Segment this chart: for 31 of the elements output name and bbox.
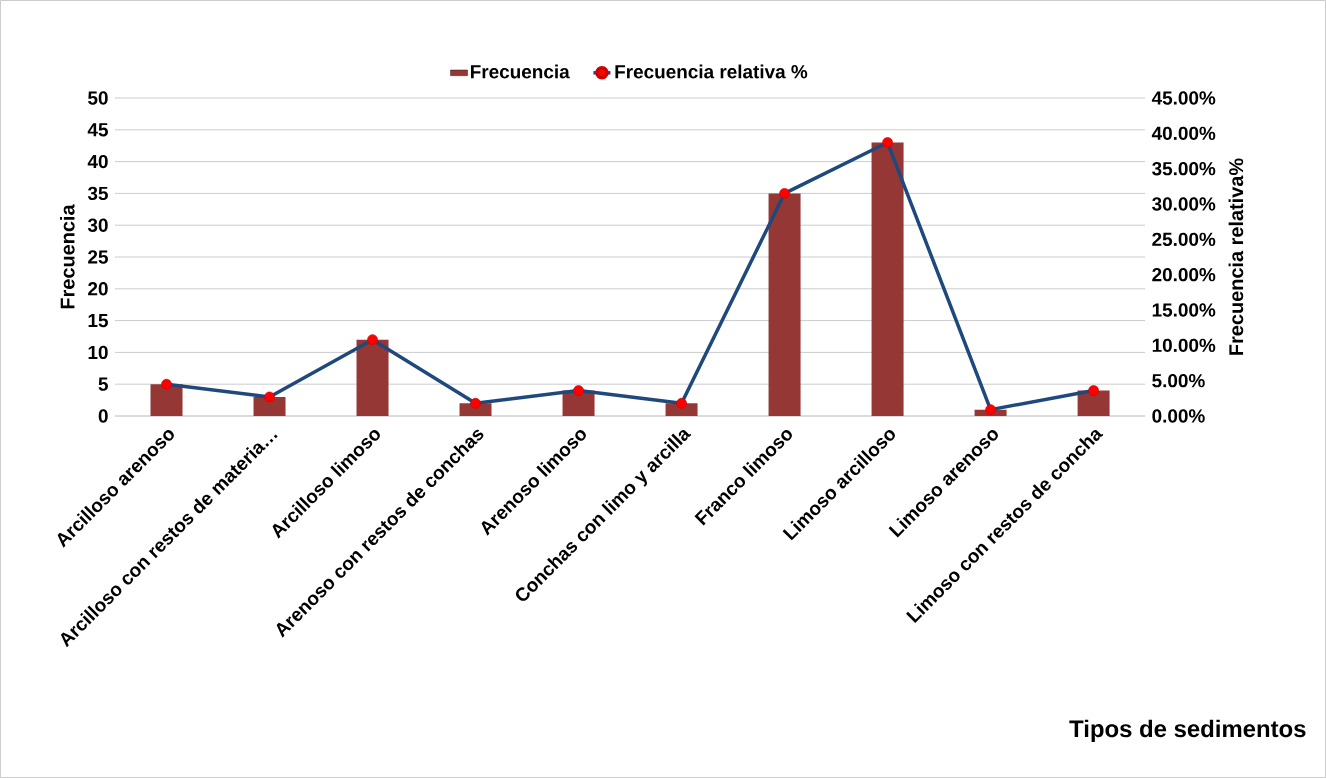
bar (768, 193, 801, 416)
y-tick-label: 25 (88, 250, 108, 264)
y-tick-label: 15 (88, 314, 108, 328)
y2-axis-title: Frecuencia relativa% (1228, 158, 1244, 355)
y2-tick-label: 5.00% (1152, 373, 1205, 388)
bar (253, 396, 286, 416)
y2-tick-label: 25.00% (1152, 232, 1216, 247)
y-tick-label: 35 (87, 186, 108, 201)
x-axis-title: Tipos de sedimentos (1069, 719, 1306, 742)
y-tick-label: 10 (88, 345, 108, 360)
y2-tick-label: 45.00% (1151, 91, 1216, 105)
y2-tick-label: 10.00% (1152, 338, 1216, 353)
legend-label: Frecuencia (470, 64, 570, 79)
y2-tick-label: 20.00% (1152, 267, 1216, 282)
y-tick-label: 5 (98, 377, 108, 391)
y2-tick-label: 35.00% (1152, 161, 1216, 176)
y-axis-title: Frecuencia (59, 204, 75, 309)
bar (356, 339, 389, 416)
bar (871, 142, 904, 416)
y-tick-label: 40 (87, 154, 108, 169)
y-tick-label: 50 (88, 91, 108, 105)
y2-tick-label: 0.00% (1152, 409, 1205, 423)
y2-tick-label: 40.00% (1151, 126, 1216, 141)
legend-label: Frecuencia relativa % (615, 64, 808, 79)
bar (150, 384, 183, 416)
y-tick-label: 45 (87, 123, 108, 137)
y2-tick-label: 30.00% (1152, 197, 1216, 211)
y-tick-label: 0 (98, 409, 108, 423)
y-tick-label: 30 (87, 218, 108, 232)
y-tick-label: 20 (88, 282, 108, 296)
y2-tick-label: 15.00% (1152, 303, 1216, 317)
